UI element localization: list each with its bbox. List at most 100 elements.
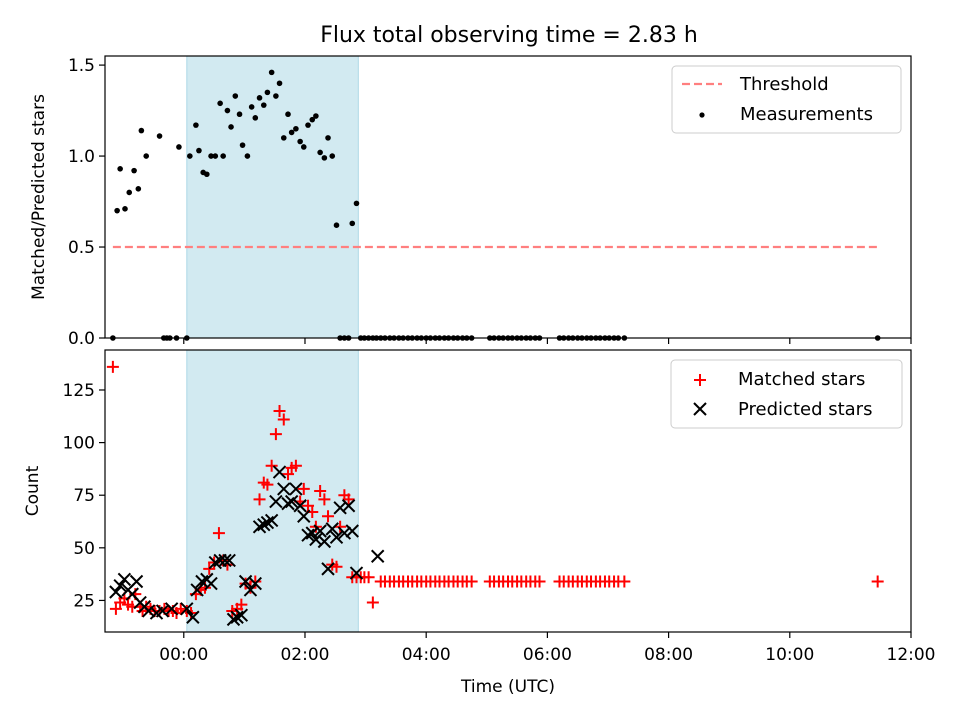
measurement-point <box>122 206 128 212</box>
predicted-star-point <box>345 524 359 538</box>
bottom-shaded-span <box>186 349 359 633</box>
y-tick-label: 25 <box>73 591 95 611</box>
matched-star-points <box>106 360 884 620</box>
measurement-point <box>176 144 182 150</box>
predicted-star-point <box>289 482 303 496</box>
matched-star-point <box>235 598 248 611</box>
measurement-point <box>236 111 243 118</box>
measurement-point <box>239 142 246 148</box>
measurement-point <box>264 89 271 96</box>
predicted-star-point <box>260 515 275 530</box>
predicted-star-point <box>234 608 249 622</box>
x-axis-label: Time (UTC) <box>460 677 555 697</box>
matched-star-point <box>871 575 884 588</box>
predicted-star-point <box>113 578 127 593</box>
measurement-point <box>285 111 291 118</box>
top-legend-box <box>671 65 902 134</box>
predicted-star-point <box>349 566 364 580</box>
matched-star-point <box>269 428 282 441</box>
measurement-point <box>114 207 120 214</box>
top-panel: 0.0 0.5 1.0 1.5 Matched/Predicted stars Thr… <box>29 55 912 349</box>
predicted-star-point <box>325 522 339 536</box>
measurement-point <box>138 127 145 134</box>
measurement-point <box>288 129 295 136</box>
matched-star-point <box>465 575 478 588</box>
x-tick-label: 06:00 <box>523 645 572 665</box>
predicted-star-point <box>141 604 156 618</box>
predicted-star-point <box>281 496 295 511</box>
measurement-point <box>317 149 323 156</box>
measurement-point <box>305 122 311 128</box>
predicted-star-point <box>252 520 267 534</box>
x-tick-label: 08:00 <box>644 645 693 665</box>
matched-star-point <box>289 459 302 472</box>
matched-star-point <box>342 493 355 506</box>
predicted-star-point <box>222 553 236 568</box>
bottom-y-ticks: 25 50 75 100 125 <box>63 381 105 611</box>
predicted-star-point <box>341 499 356 513</box>
predicted-star-point <box>370 549 385 563</box>
matched-star-point <box>109 602 122 615</box>
matched-star-point <box>106 360 119 373</box>
bottom-panel: 25 50 75 100 125 00:00 02:00 04:00 06:00 08:00 10… <box>23 350 936 697</box>
predicted-star-point <box>333 501 347 515</box>
y-tick-label: 75 <box>73 486 95 506</box>
matched-star-point <box>265 459 278 472</box>
y-tick-label: 1.0 <box>68 147 95 167</box>
legend-threshold-label: Threshold <box>739 74 829 95</box>
predicted-star-point <box>117 572 132 587</box>
measurement-point <box>248 104 255 110</box>
measurement-point <box>273 93 279 99</box>
x-tick-label: 12:00 <box>887 645 936 665</box>
measurement-point <box>117 166 123 172</box>
measurement-point <box>297 138 303 145</box>
predicted-star-point <box>269 494 283 509</box>
measurement-point <box>268 69 275 76</box>
measurement-point <box>193 122 199 128</box>
measurement-point <box>300 144 307 150</box>
predicted-star-point <box>180 602 194 616</box>
measurement-point <box>212 153 219 159</box>
legend-matched-swatch <box>694 374 706 386</box>
matched-star-point <box>314 485 327 497</box>
chart-title: Flux total observing time = 2.83 h <box>320 23 698 48</box>
measurement-point <box>135 186 142 192</box>
matched-star-point <box>302 499 315 512</box>
measurement-point <box>187 153 193 159</box>
predicted-star-point <box>109 585 123 599</box>
predicted-star-point <box>243 583 258 597</box>
predicted-star-point <box>226 612 241 627</box>
matched-star-point <box>334 520 347 533</box>
matched-star-point <box>261 478 274 491</box>
measurement-point <box>252 115 259 121</box>
measurement-point <box>156 133 163 139</box>
legend-measurement-swatch <box>699 112 705 118</box>
matched-star-point <box>212 527 225 540</box>
matched-star-point <box>533 575 546 588</box>
predicted-star-point <box>293 499 307 513</box>
shaded-span-rect <box>186 349 359 633</box>
measurement-point <box>208 153 214 159</box>
matched-star-point <box>330 560 343 573</box>
predicted-star-point <box>297 509 311 523</box>
legend-matched-label: Matched stars <box>738 369 865 390</box>
measurement-point <box>329 153 336 159</box>
matched-star-point <box>318 493 331 506</box>
matched-star-point <box>282 468 295 481</box>
predicted-star-point <box>230 610 244 624</box>
measurement-point <box>325 135 331 141</box>
predicted-star-point <box>204 576 218 591</box>
predicted-star-point <box>317 534 332 549</box>
predicted-star-point <box>248 576 262 591</box>
matched-star-point <box>297 482 310 495</box>
measurement-point <box>217 100 223 107</box>
predicted-star-point <box>264 513 279 528</box>
predicted-star-point <box>305 526 319 540</box>
bottom-legend-box <box>670 359 903 429</box>
bottom-axes-frame <box>104 349 912 633</box>
measurement-point <box>224 107 231 114</box>
measurement-point <box>220 153 226 159</box>
predicted-star-point <box>272 465 287 479</box>
predicted-star-point <box>321 562 335 576</box>
